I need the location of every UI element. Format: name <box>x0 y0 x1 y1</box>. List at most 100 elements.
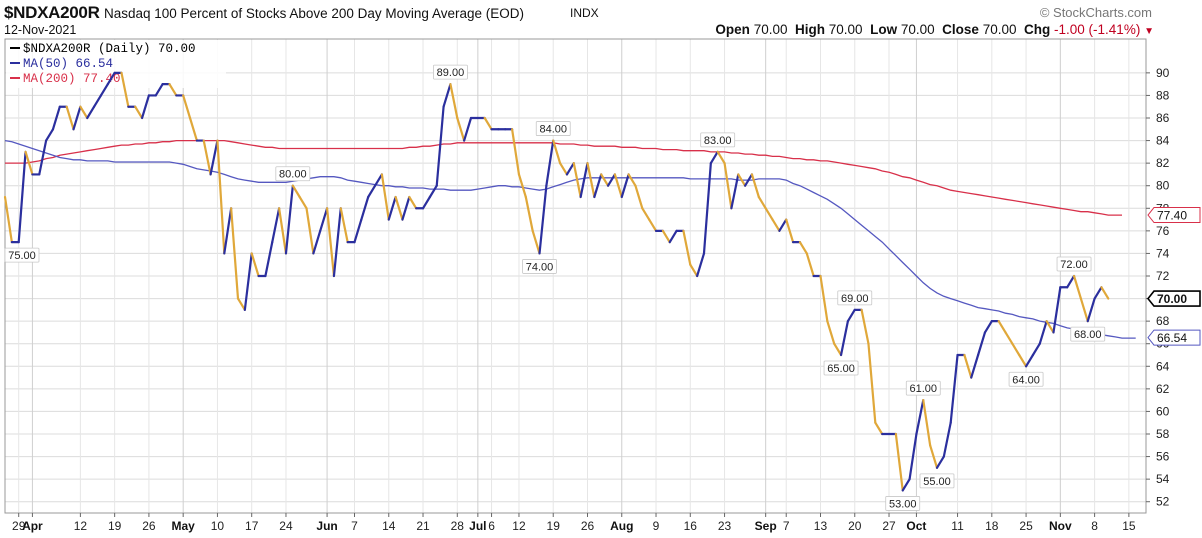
price-segment-up <box>72 105 82 131</box>
x-tick-label: Aug <box>610 519 633 533</box>
price-segment-down <box>456 116 466 142</box>
price-segment-down <box>524 195 534 232</box>
price-segment-down <box>325 207 336 278</box>
close-label: Close <box>942 22 979 37</box>
price-segment-down <box>1018 353 1028 368</box>
price-segment-up <box>1031 342 1041 357</box>
price-segment-up <box>983 320 993 334</box>
data-label-text: 80.00 <box>279 169 307 181</box>
price-segment-up <box>92 94 103 108</box>
price-segment-up <box>908 432 918 481</box>
data-label-box <box>522 259 557 274</box>
data-label-text: 53.00 <box>889 498 917 510</box>
price-segment-down <box>278 207 288 255</box>
chart-title: Nasdaq 100 Percent of Stocks Above 200 D… <box>104 6 524 21</box>
price-tag-shape <box>1147 207 1201 224</box>
data-label-box <box>905 380 941 396</box>
data-label: 89.00 <box>433 64 468 80</box>
price-segment-down <box>24 150 34 176</box>
brand-watermark: © StockCharts.com <box>1039 5 1152 20</box>
price-segment-down <box>65 105 75 131</box>
y-axis: 5254565860626466687072747678808284868890 <box>1146 66 1170 509</box>
y-tick-label: 90 <box>1156 66 1170 80</box>
x-tick-label: 26 <box>581 519 595 533</box>
price-segment-down <box>517 173 527 199</box>
price-tags: 77.40 70.00 66.54 <box>1146 207 1201 346</box>
price-tag-text: 77.40 <box>1157 209 1187 223</box>
ma200-price-tag: 77.40 <box>1147 207 1201 224</box>
x-tick-label: Sep <box>755 519 777 533</box>
price-segment-down <box>997 320 1007 334</box>
x-tick-label: 12 <box>74 519 88 533</box>
price-segment-down <box>874 421 884 436</box>
price-segment-down <box>627 173 637 187</box>
data-label: 53.00 <box>885 496 921 511</box>
price-segment-up <box>435 105 445 187</box>
price-segment-up <box>223 207 233 255</box>
legend-main: $NDXA200R (Daily) 70.00 <box>23 42 196 56</box>
low-label: Low <box>870 22 898 37</box>
price-segment-down <box>641 207 651 221</box>
price-segment-up <box>538 184 548 255</box>
x-tick-label: 16 <box>684 519 698 533</box>
price-segment-up <box>367 184 377 199</box>
price-segment-down <box>682 229 692 266</box>
ohlc-readout: Open 70.00 High 70.00 Low 70.00 Close 70… <box>715 22 1154 37</box>
price-segment-up <box>17 150 27 244</box>
price-segment-down <box>511 128 521 176</box>
price-segment-down <box>1072 274 1082 300</box>
price-segment-down <box>1100 286 1110 300</box>
y-tick-label: 80 <box>1156 179 1170 193</box>
x-tick-label: Jun <box>316 519 337 533</box>
data-label: 68.00 <box>1070 326 1106 342</box>
price-segment-down <box>408 195 418 210</box>
price-segment-down <box>894 432 904 492</box>
x-tick-label: Oct <box>906 519 926 533</box>
price-segment-down <box>771 218 781 232</box>
high-label: High <box>795 22 826 37</box>
data-label: 80.00 <box>275 166 311 182</box>
price-segment-up <box>744 173 754 187</box>
price-segment-down <box>860 308 870 345</box>
price-segment-down <box>648 218 658 232</box>
y-tick-label: 62 <box>1156 382 1170 396</box>
price-segment-down <box>737 173 747 187</box>
price-segment-up <box>696 252 706 278</box>
price-tag-shape <box>1146 290 1201 307</box>
x-tick-label: 23 <box>718 519 732 533</box>
price-segment-down <box>558 162 569 176</box>
data-label: 55.00 <box>919 473 955 489</box>
x-tick-label: 19 <box>108 519 122 533</box>
price-segment-up <box>846 308 856 323</box>
price-segment-up <box>593 173 603 199</box>
data-label-text: 89.00 <box>437 67 465 79</box>
price-segment-down <box>798 241 808 255</box>
price-segment-up <box>45 128 55 142</box>
data-labels: 75.00 80.00 89.00 74.00 84.00 83.00 65.00 69.00… <box>4 64 1106 511</box>
data-label-box <box>700 132 736 148</box>
price-segment-up <box>668 229 678 244</box>
price-segment-down <box>1004 331 1014 345</box>
x-tick-label: 13 <box>814 519 828 533</box>
price-segment-up <box>778 218 788 232</box>
price-segment-up <box>209 139 219 176</box>
price-segment-down <box>182 94 192 120</box>
data-label-box <box>837 290 873 306</box>
price-segment-up <box>915 399 925 436</box>
y-tick-label: 52 <box>1156 495 1170 509</box>
price-segment-down <box>216 139 226 255</box>
x-tick-label: Jul <box>469 519 486 533</box>
x-tick-label: 7 <box>351 519 358 533</box>
price-segment-up <box>1093 286 1103 300</box>
price-segment-down <box>634 184 644 210</box>
x-tick-label: 6 <box>488 519 495 533</box>
data-label: 75.00 <box>4 247 40 263</box>
data-label-text: 83.00 <box>704 135 732 147</box>
y-tick-label: 86 <box>1156 111 1170 125</box>
price-segment-up <box>312 229 322 255</box>
legend-box <box>6 40 226 88</box>
price-segment-up <box>1052 286 1062 334</box>
price-segment-down <box>867 342 877 424</box>
price-segment-down <box>613 173 623 199</box>
